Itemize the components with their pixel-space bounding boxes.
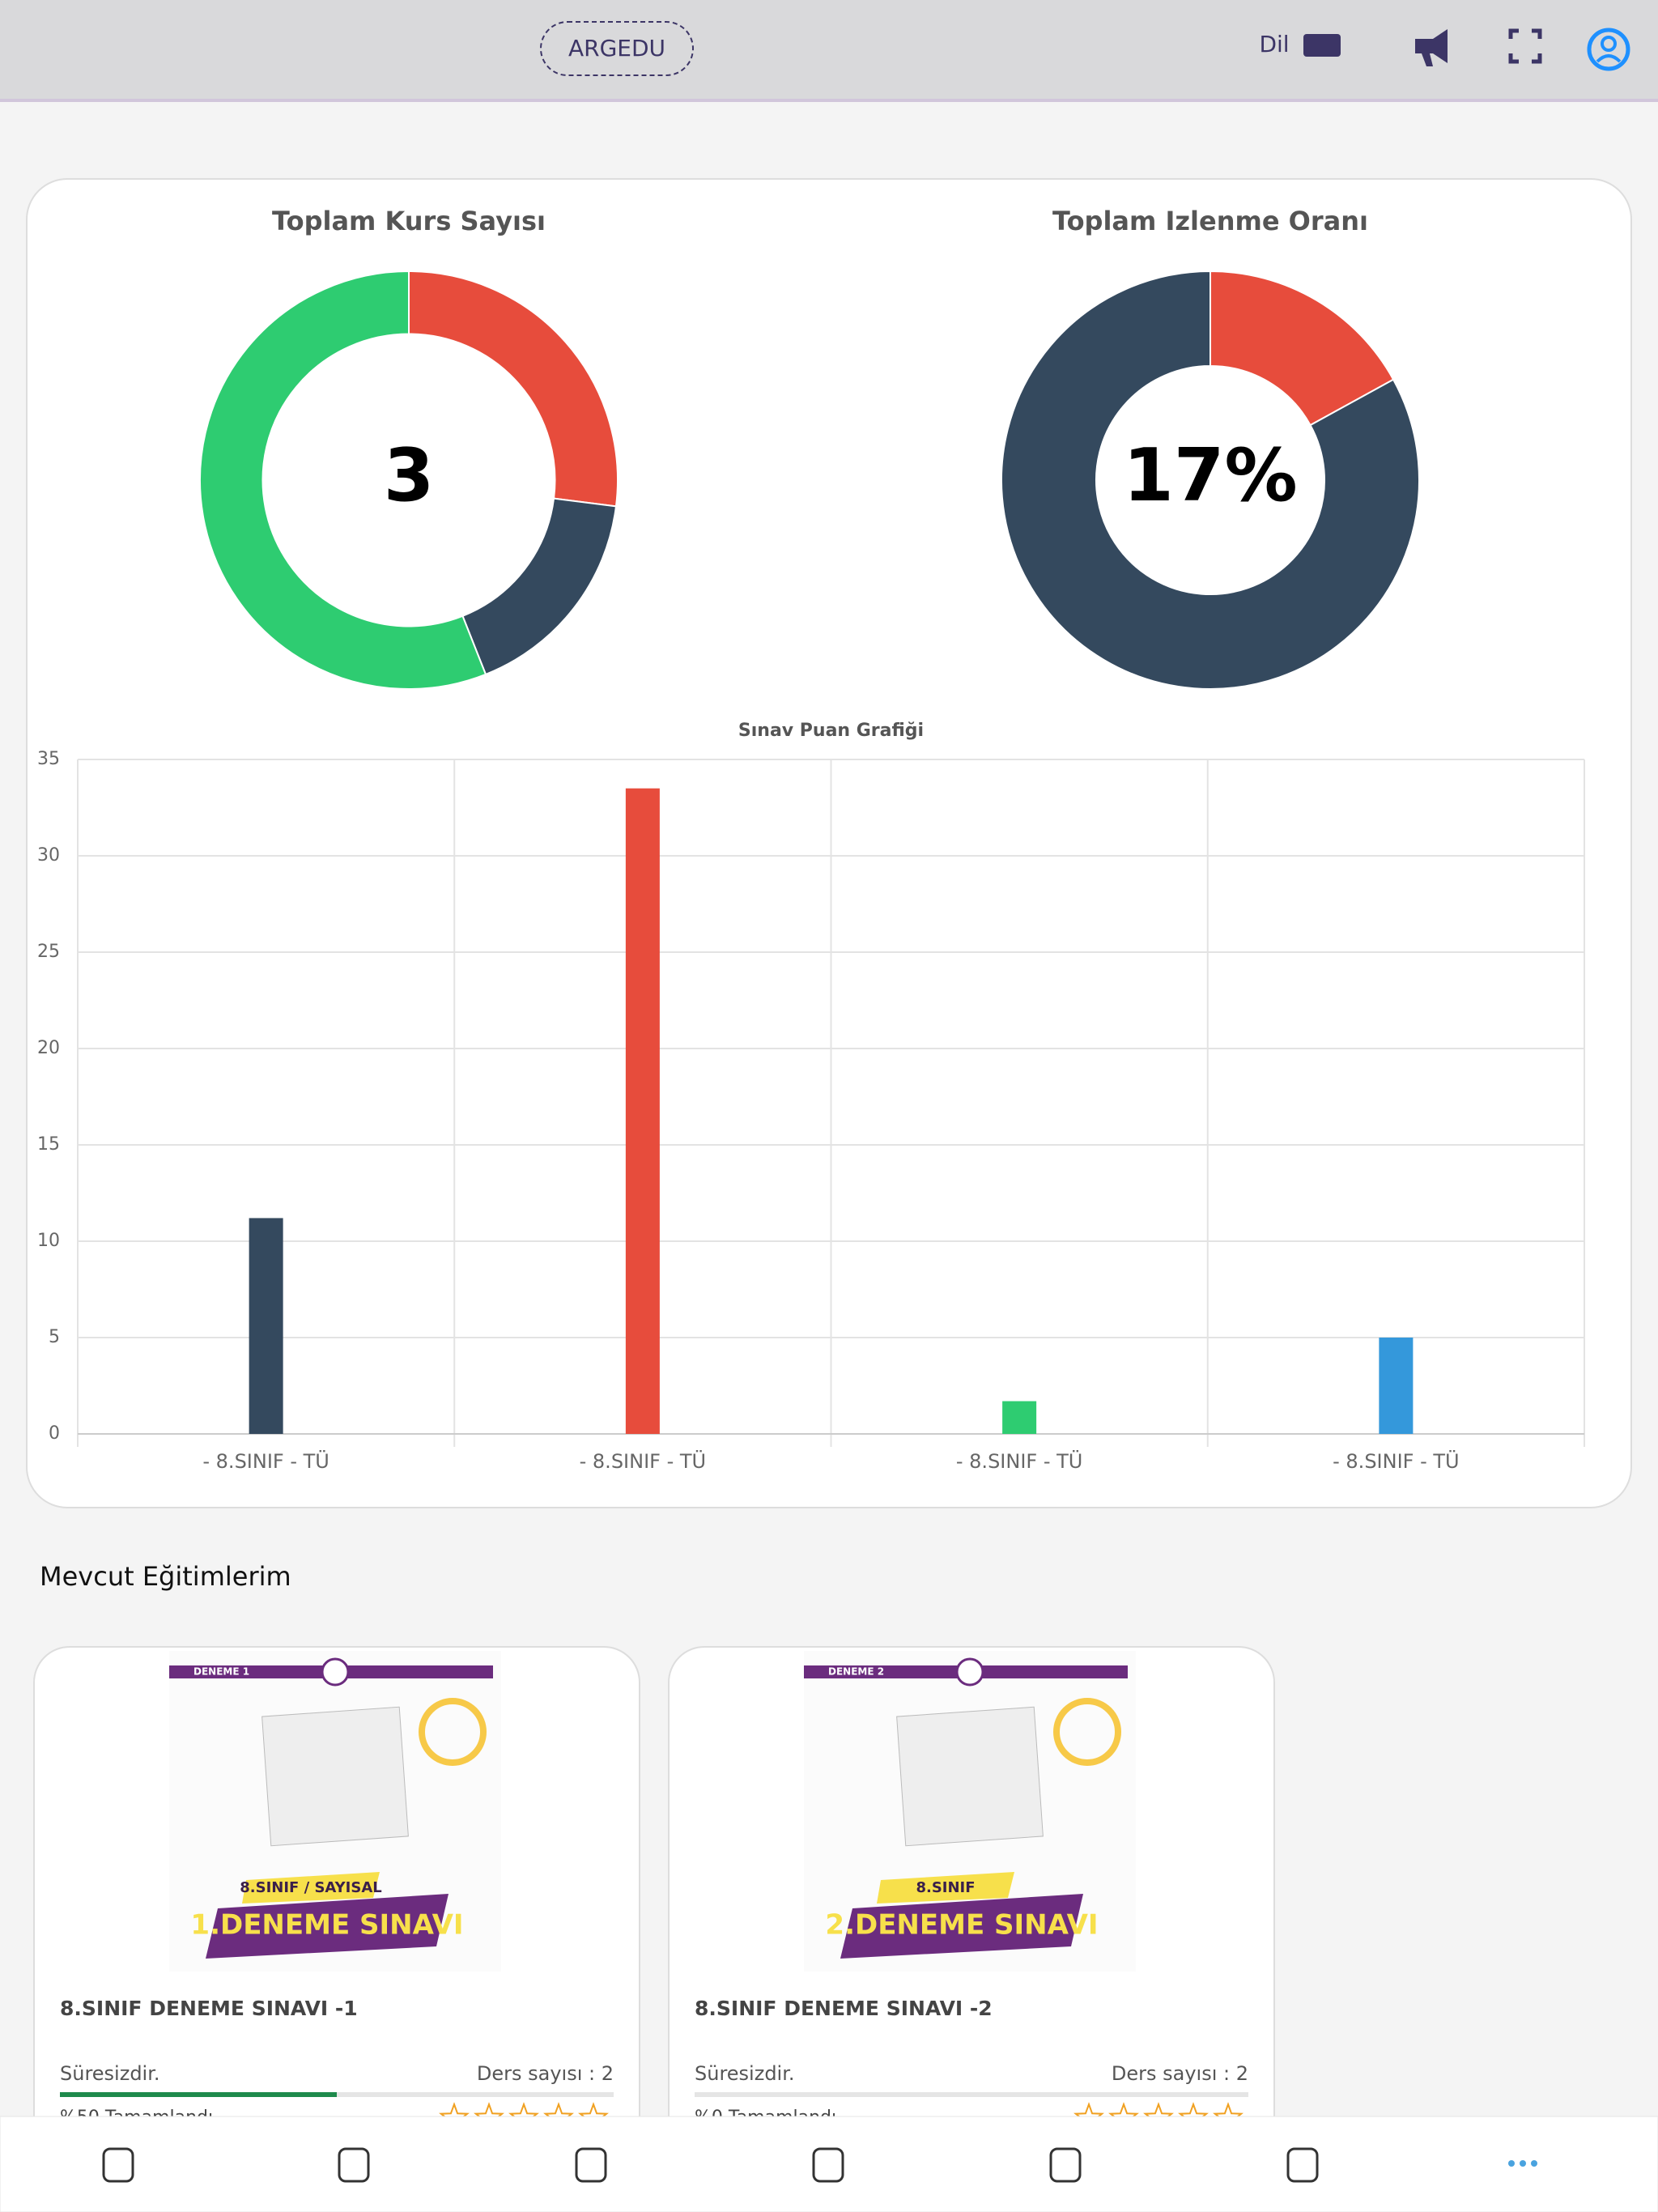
stats-card — [26, 178, 1632, 1508]
y-tick-label: 30 — [37, 845, 60, 866]
image-banner-text: DENEME 1 — [193, 1666, 249, 1678]
image-subtitle-band — [242, 1872, 380, 1904]
y-tick-label: 15 — [37, 1134, 60, 1155]
bar — [1002, 1401, 1037, 1434]
image-badge — [321, 1657, 350, 1687]
y-tick-label: 0 — [49, 1423, 60, 1444]
x-tick-label: - 8.SINIF - TÜ — [956, 1449, 1082, 1473]
x-tick-label: - 8.SINIF - TÜ — [580, 1449, 706, 1473]
nav-icon[interactable] — [1286, 2147, 1319, 2183]
brand-pill[interactable] — [540, 21, 694, 76]
y-tick-label: 10 — [37, 1231, 60, 1251]
image-subtitle: 8.SINIF / SAYISAL — [240, 1879, 381, 1896]
image-headline-band — [206, 1894, 449, 1959]
y-tick-label: 20 — [37, 1038, 60, 1058]
card-duration: Süresizdir. — [60, 2062, 160, 2085]
nav-more-dot[interactable] — [1520, 2160, 1526, 2167]
course-card[interactable]: DENEME 1 8.SINIF / SAYISAL 1.DENEME SINAVI… — [33, 1646, 640, 2212]
card-lessons: Ders sayısı : 2 — [1112, 2062, 1248, 2085]
bottom-nav — [0, 2116, 1658, 2212]
image-headline-band — [840, 1894, 1083, 1959]
card-title: 8.SINIF DENEME SINAVI -2 — [695, 1997, 993, 2020]
image-paper — [261, 1706, 409, 1847]
bar — [625, 788, 660, 1434]
card-duration: Süresizdir. — [695, 2062, 795, 2085]
bar — [249, 1218, 283, 1434]
announcement-icon[interactable] — [1415, 29, 1448, 66]
progress-fill — [60, 2092, 337, 2097]
y-tick-label: 35 — [37, 749, 60, 769]
card-lessons: Ders sayısı : 2 — [477, 2062, 614, 2085]
donut-segment — [199, 270, 487, 690]
chart-title: Toplam Izlenme Oranı — [1052, 206, 1368, 236]
y-tick-label: 5 — [49, 1327, 60, 1347]
image-headline: 2.DENEME SINAVI — [825, 1909, 1098, 1942]
progress-track — [695, 2092, 1248, 2097]
nav-bar — [0, 2116, 1658, 2212]
image-badge — [955, 1657, 984, 1687]
image-banner-text: DENEME 2 — [828, 1666, 884, 1678]
nav-icon[interactable] — [102, 2147, 134, 2183]
nav-icon[interactable] — [575, 2147, 607, 2183]
nav-icon[interactable] — [812, 2147, 844, 2183]
nav-icon[interactable] — [338, 2147, 370, 2183]
language-label[interactable]: Dil — [1259, 31, 1289, 57]
header — [0, 0, 1658, 99]
y-tick-label: 25 — [37, 942, 60, 962]
x-tick-label: - 8.SINIF - TÜ — [202, 1449, 329, 1473]
chart-title: Toplam Kurs Sayısı — [272, 206, 546, 236]
x-tick-label: - 8.SINIF - TÜ — [1333, 1449, 1459, 1473]
nav-more-dot[interactable] — [1508, 2160, 1515, 2167]
donut-center-label: 17% — [1123, 433, 1297, 518]
donut-segment — [1209, 270, 1395, 427]
profile-icon[interactable] — [1587, 28, 1630, 71]
nav-icon[interactable] — [1049, 2147, 1082, 2183]
language-icon[interactable] — [1303, 34, 1341, 57]
donut-center-label: 3 — [384, 433, 435, 518]
nav-more-dot[interactable] — [1531, 2160, 1537, 2167]
donut-segment — [408, 270, 619, 508]
image-ring — [419, 1698, 487, 1766]
chart-title: Sınav Puan Grafiği — [738, 721, 924, 741]
brand[interactable]: ARGEDU — [568, 35, 665, 62]
section-title: Mevcut Eğitimlerim — [40, 1561, 291, 1592]
image-headline: 1.DENEME SINAVI — [190, 1909, 463, 1942]
course-card[interactable]: DENEME 2 8.SINIF 2.DENEME SINAVI 8.SINIF DE… — [668, 1646, 1275, 2212]
fullscreen-icon[interactable] — [1508, 28, 1542, 64]
donut-segment — [1001, 270, 1420, 690]
card-title: 8.SINIF DENEME SINAVI -1 — [60, 1997, 358, 2020]
image-subtitle: 8.SINIF — [916, 1879, 975, 1896]
image-ring — [1053, 1698, 1121, 1766]
bar — [1379, 1338, 1414, 1434]
image-paper — [896, 1706, 1044, 1847]
image-subtitle-band — [877, 1872, 1014, 1904]
